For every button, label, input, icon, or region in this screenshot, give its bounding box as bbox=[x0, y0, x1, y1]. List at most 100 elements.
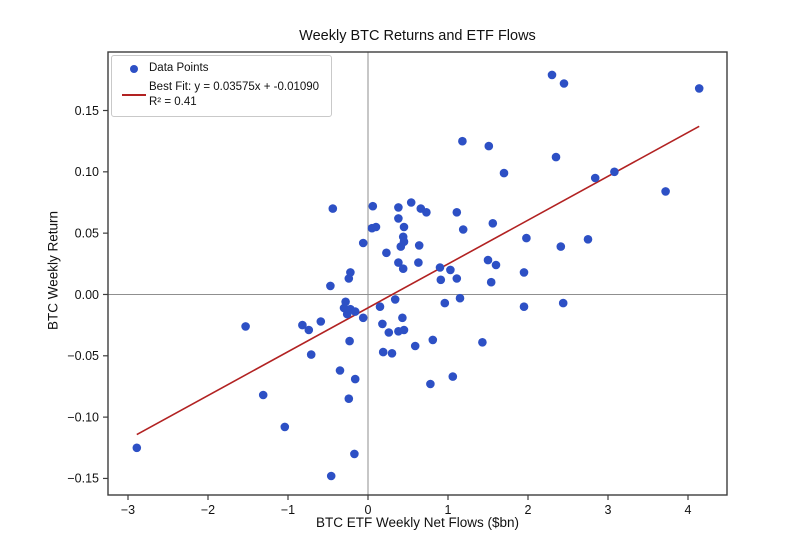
data-point bbox=[258, 390, 268, 400]
y-tick-label: 0.15 bbox=[75, 104, 99, 118]
data-point bbox=[328, 204, 338, 213]
data-point bbox=[551, 152, 561, 162]
y-tick-label: −0.05 bbox=[67, 349, 99, 363]
data-point bbox=[390, 295, 400, 304]
data-point bbox=[378, 319, 387, 329]
data-point bbox=[558, 298, 568, 308]
y-tick-label: 0.10 bbox=[75, 165, 99, 179]
data-point bbox=[399, 222, 409, 232]
y-tick-label: 0.05 bbox=[75, 226, 99, 240]
data-point bbox=[394, 203, 403, 212]
data-point bbox=[406, 198, 416, 207]
data-point bbox=[375, 302, 385, 312]
data-point bbox=[382, 248, 391, 258]
legend-label-r-squared: R² = 0.41 bbox=[149, 96, 197, 108]
data-point bbox=[435, 263, 445, 272]
x-tick-label: 0 bbox=[365, 503, 372, 517]
data-point bbox=[341, 297, 350, 307]
x-axis-label: BTC ETF Weekly Net Flows ($bn) bbox=[315, 515, 520, 530]
data-point bbox=[440, 298, 450, 308]
data-point bbox=[484, 141, 494, 151]
data-point bbox=[316, 317, 326, 326]
data-point bbox=[559, 79, 569, 88]
x-tick-label: −2 bbox=[201, 503, 215, 517]
data-point bbox=[519, 302, 529, 312]
data-point bbox=[371, 222, 381, 232]
y-axis-label: BTC Weekly Return bbox=[45, 210, 61, 331]
x-tick-label: 1 bbox=[445, 503, 452, 517]
data-point bbox=[346, 268, 355, 277]
y-tick-label: −0.10 bbox=[67, 410, 99, 424]
data-point bbox=[547, 70, 557, 80]
data-point bbox=[335, 366, 345, 375]
data-point bbox=[384, 328, 394, 337]
data-point bbox=[241, 322, 250, 331]
x-tick-label: 4 bbox=[685, 503, 692, 517]
data-point bbox=[483, 255, 493, 265]
data-point bbox=[304, 325, 314, 335]
data-point bbox=[398, 264, 408, 274]
data-point bbox=[426, 379, 435, 389]
data-point bbox=[488, 219, 498, 228]
chart-title: Weekly BTC Returns and ETF Flows bbox=[299, 28, 536, 44]
data-point bbox=[414, 241, 424, 250]
data-point bbox=[368, 201, 378, 211]
data-point bbox=[399, 325, 409, 335]
data-point bbox=[478, 338, 487, 347]
data-point bbox=[358, 238, 368, 248]
data-point bbox=[522, 233, 531, 243]
data-point bbox=[428, 335, 438, 345]
data-point bbox=[610, 167, 619, 177]
best-fit-line bbox=[136, 125, 700, 436]
data-point bbox=[491, 260, 501, 270]
data-point bbox=[458, 225, 468, 234]
data-point bbox=[414, 258, 423, 267]
data-point bbox=[446, 265, 455, 275]
data-point bbox=[399, 237, 409, 246]
data-point bbox=[344, 394, 354, 404]
plot-frame bbox=[107, 51, 728, 496]
data-point bbox=[326, 471, 336, 481]
data-point bbox=[486, 277, 496, 287]
data-point bbox=[280, 422, 290, 432]
data-point bbox=[590, 173, 600, 183]
x-tick-label: −3 bbox=[121, 503, 135, 517]
data-point bbox=[394, 214, 403, 223]
data-point bbox=[448, 372, 458, 381]
data-point bbox=[394, 258, 403, 267]
x-tick-label: 3 bbox=[605, 503, 612, 517]
data-point bbox=[350, 449, 359, 459]
data-point bbox=[452, 274, 462, 283]
data-point-marker-icon bbox=[130, 64, 138, 73]
legend-label-data-points: Data Points bbox=[149, 62, 209, 74]
data-point bbox=[306, 350, 316, 359]
data-point bbox=[436, 275, 446, 285]
data-point bbox=[132, 443, 142, 453]
data-point bbox=[350, 307, 360, 316]
data-point bbox=[350, 374, 360, 384]
x-tick-label: 2 bbox=[525, 503, 532, 517]
best-fit-line-icon bbox=[122, 94, 146, 96]
legend-item-best-fit: Best Fit: y = 0.03575x + -0.01090 R² = 0… bbox=[119, 80, 319, 110]
data-point bbox=[452, 208, 462, 217]
legend-item-data-points: Data Points bbox=[119, 61, 319, 76]
data-point bbox=[458, 136, 467, 146]
data-point bbox=[661, 187, 670, 196]
data-point bbox=[345, 336, 354, 346]
data-point bbox=[455, 293, 465, 303]
data-point bbox=[378, 347, 388, 357]
x-tick-label: −1 bbox=[281, 503, 295, 517]
data-point bbox=[398, 313, 407, 323]
data-point bbox=[326, 281, 335, 291]
legend: Data Points Best Fit: y = 0.03575x + -0.… bbox=[111, 55, 333, 117]
data-point bbox=[694, 84, 704, 93]
data-point bbox=[387, 349, 397, 358]
data-point bbox=[358, 313, 368, 323]
y-tick-label: −0.15 bbox=[67, 472, 99, 486]
data-point bbox=[499, 168, 509, 178]
y-tick-label: 0.00 bbox=[75, 288, 99, 302]
data-point bbox=[298, 320, 307, 330]
data-point bbox=[410, 341, 420, 351]
